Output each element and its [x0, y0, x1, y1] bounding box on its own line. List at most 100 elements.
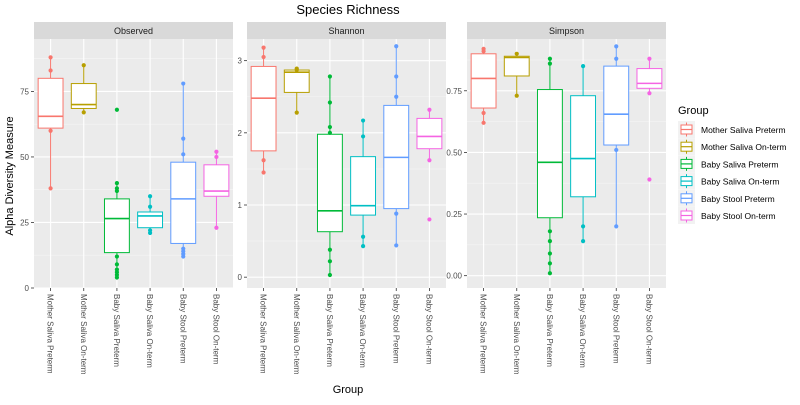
- y-tick-label: 0.75: [446, 87, 462, 96]
- legend-item-label: Baby Saliva Preterm: [701, 159, 778, 169]
- y-axis-label: Alpha Diversity Measure: [4, 116, 16, 235]
- data-point: [427, 217, 432, 222]
- legend-item: Mother Saliva On-term: [678, 138, 787, 156]
- box-body: [603, 65, 630, 146]
- data-point: [294, 66, 299, 71]
- box-baby-stool-on-term: [203, 149, 230, 230]
- data-point: [514, 93, 519, 98]
- data-point: [261, 45, 266, 50]
- data-point: [327, 74, 333, 79]
- panel-observed: Observed 0 25 50 75 Mother Saliva Preterm Moth…: [20, 22, 233, 375]
- data-point: [427, 158, 432, 163]
- x-tick-label: Baby Saliva Preterm: [112, 294, 121, 367]
- legend-item: Baby Stool Preterm: [678, 189, 775, 207]
- x-tick-label: Baby Stool Preterm: [178, 294, 187, 364]
- data-point: [394, 94, 399, 99]
- data-point: [114, 262, 120, 267]
- data-point: [547, 251, 553, 256]
- box-body: [283, 69, 310, 93]
- legend-item: Mother Saliva Preterm: [678, 121, 786, 138]
- data-point: [214, 225, 219, 230]
- data-point: [547, 239, 553, 244]
- y-tick-label: 0.50: [446, 148, 462, 157]
- y-tick-label: 3: [238, 57, 243, 66]
- data-point: [294, 110, 299, 115]
- data-point: [81, 110, 86, 115]
- panel-background: [34, 39, 233, 288]
- y-tick-label: 0: [238, 273, 243, 282]
- box-body: [170, 161, 197, 244]
- data-point: [147, 194, 153, 199]
- panel-background: [247, 39, 446, 288]
- y-tick-label: 0.00: [446, 272, 462, 281]
- data-point: [614, 224, 619, 229]
- x-tick-label: Mother Saliva Preterm: [46, 294, 55, 374]
- panel-simpson: Simpson 0.00 0.25 0.50 0.75 Mother Saliva Pre…: [446, 22, 666, 375]
- facet-strip: [467, 22, 666, 39]
- data-point: [580, 239, 586, 244]
- box-baby-stool-on-term: [636, 56, 663, 182]
- data-point: [327, 247, 333, 252]
- data-point: [360, 234, 366, 239]
- data-point: [261, 170, 266, 175]
- legend-item-label: Baby Saliva On-term: [701, 177, 779, 187]
- box-body: [250, 65, 277, 152]
- legend-item-label: Mother Saliva Preterm: [701, 125, 786, 135]
- box-body: [503, 55, 530, 77]
- legend-item-label: Mother Saliva On-term: [701, 142, 787, 152]
- box-mother-saliva-preterm: [470, 46, 497, 125]
- box-baby-stool-preterm: [603, 44, 630, 229]
- data-point: [327, 130, 333, 135]
- data-point: [647, 56, 652, 61]
- data-point: [48, 128, 53, 133]
- x-axis-label: Group: [333, 384, 364, 396]
- box-body: [470, 53, 497, 109]
- x-tick-label: Baby Stool On-term: [644, 294, 653, 365]
- y-tick-label: 1: [238, 201, 243, 210]
- box-mother-saliva-preterm: [250, 45, 277, 175]
- data-point: [48, 55, 53, 60]
- box-body: [570, 95, 597, 198]
- box-mother-saliva-on-term: [70, 63, 97, 115]
- data-point: [360, 244, 366, 249]
- legend-item: Baby Saliva On-term: [678, 172, 779, 190]
- facet-panels: Observed 0 25 50 75 Mother Saliva Preterm Moth…: [20, 22, 666, 375]
- data-point: [181, 152, 186, 157]
- data-point: [114, 267, 120, 272]
- box-body: [37, 77, 64, 129]
- legend-items: Mother Saliva Preterm Mother Saliva On-te…: [678, 121, 787, 224]
- data-point: [114, 186, 120, 191]
- data-point: [547, 261, 553, 266]
- data-point: [394, 211, 399, 216]
- data-point: [360, 134, 366, 139]
- data-point: [48, 186, 53, 191]
- legend-item: Baby Saliva Preterm: [678, 155, 778, 173]
- data-point: [647, 91, 652, 96]
- data-point: [547, 61, 553, 66]
- y-tick-label: 0.25: [446, 210, 462, 219]
- box-body: [316, 133, 343, 233]
- data-point: [261, 54, 266, 60]
- facet-strip: [247, 22, 446, 39]
- data-point: [514, 51, 519, 56]
- legend-item-label: Baby Stool On-term: [701, 211, 776, 221]
- data-point: [647, 177, 652, 182]
- data-point: [214, 154, 219, 160]
- legend-item-label: Baby Stool Preterm: [701, 194, 775, 204]
- data-point: [547, 271, 553, 276]
- box-body: [103, 198, 130, 254]
- box-mother-saliva-preterm: [37, 55, 64, 191]
- box-baby-stool-preterm: [170, 81, 197, 259]
- data-point: [214, 149, 219, 154]
- data-point: [147, 228, 153, 233]
- x-tick-label: Baby Stool On-term: [424, 294, 433, 365]
- data-point: [547, 56, 553, 61]
- data-point: [147, 204, 153, 209]
- data-point: [481, 120, 486, 125]
- box-body: [636, 68, 663, 89]
- box-mother-saliva-on-term: [283, 66, 310, 115]
- x-tick-label: Mother Saliva Preterm: [479, 294, 488, 374]
- box-body: [536, 89, 563, 219]
